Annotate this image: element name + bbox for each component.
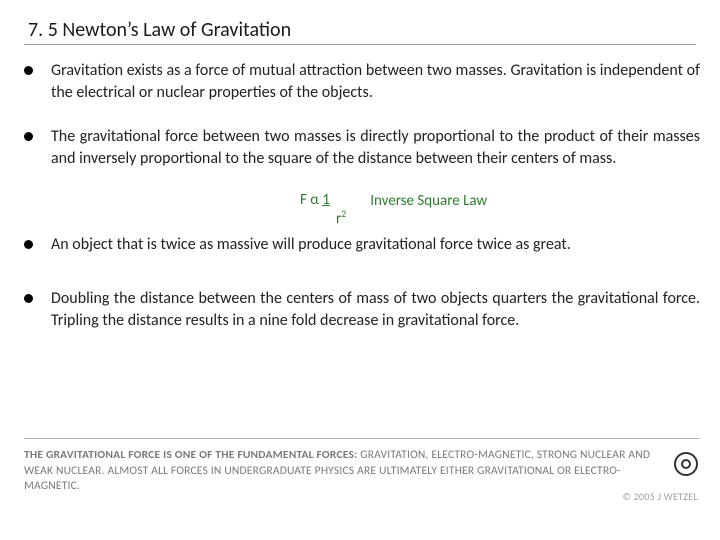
inverse-square-label: Inverse Square Law — [370, 192, 487, 210]
formula-denominator-exp: 2 — [341, 208, 346, 220]
bullet-text: Doubling the distance between the center… — [51, 288, 700, 331]
footer-note-bold: THE GRAVITATIONAL FORCE IS ONE OF THE FU… — [24, 448, 357, 462]
formula-prefix: F α — [300, 191, 322, 209]
bullet-text: An object that is twice as massive will … — [51, 234, 700, 256]
list-item: Doubling the distance between the center… — [24, 288, 700, 331]
license-icon-inner — [681, 459, 691, 469]
license-icon — [674, 452, 698, 476]
bullet-text: Gravitation exists as a force of mutual … — [51, 60, 700, 103]
bullet-icon — [24, 240, 33, 249]
bullet-icon — [24, 132, 33, 141]
bullet-text: The gravitational force between two mass… — [51, 126, 700, 169]
formula-expression: F α 1 r2 — [300, 192, 346, 229]
formula-numerator: 1 — [322, 191, 330, 209]
copyright-text: © 2005 J WETZEL — [622, 490, 698, 503]
formula-block: F α 1 r2 Inverse Square Law — [300, 192, 487, 229]
footer-note: THE GRAVITATIONAL FORCE IS ONE OF THE FU… — [24, 448, 652, 495]
list-item: An object that is twice as massive will … — [24, 234, 700, 256]
bullet-icon — [24, 294, 33, 303]
list-item: Gravitation exists as a force of mutual … — [24, 60, 700, 103]
page-title: 7. 5 Newton’s Law of Gravitation — [28, 18, 720, 42]
footer-divider — [24, 438, 700, 439]
list-item: The gravitational force between two mass… — [24, 126, 700, 169]
bullet-icon — [24, 66, 33, 75]
title-underline — [24, 44, 696, 45]
